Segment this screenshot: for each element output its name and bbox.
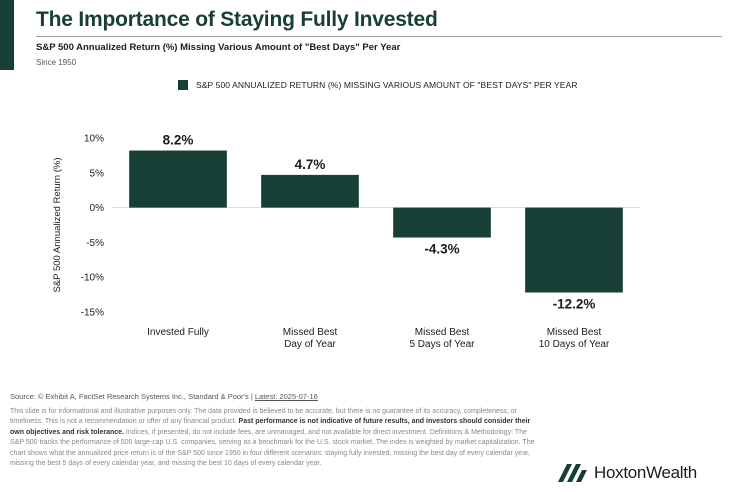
x-tick-label: Missed Best	[283, 327, 338, 338]
x-tick-label: Invested Fully	[147, 327, 209, 338]
accent-bar	[0, 0, 14, 70]
x-tick-label: 10 Days of Year	[539, 339, 610, 350]
disclaimer-bold: Past performance is not indicative of fu…	[10, 418, 531, 436]
x-tick-label: Missed Best	[415, 327, 470, 338]
disclaimer-text-1: This slide is for informational and illu…	[10, 407, 517, 426]
x-tick-label: Day of Year	[284, 339, 336, 350]
brand-name: HoxtonWealth	[594, 463, 697, 482]
y-tick-label: -10%	[81, 273, 104, 284]
chart-subtitle: S&P 500 Annualized Return (%) Missing Va…	[36, 42, 401, 53]
since-label: Since 1950	[36, 58, 77, 67]
source-line: Source: © Exhibit A, FactSet Research Sy…	[10, 392, 535, 403]
legend-label: S&P 500 ANNUALIZED RETURN (%) MISSING VA…	[196, 80, 578, 90]
chart-legend: S&P 500 ANNUALIZED RETURN (%) MISSING VA…	[178, 80, 578, 90]
footer: Source: © Exhibit A, FactSet Research Sy…	[10, 392, 535, 470]
y-tick-label: 10%	[84, 134, 104, 145]
bar-value-label: -12.2%	[553, 297, 596, 312]
y-tick-label: -15%	[81, 308, 104, 319]
legend-swatch	[178, 80, 188, 90]
bar	[129, 150, 227, 208]
brand: HoxtonWealth	[556, 462, 697, 484]
bar-value-label: 4.7%	[295, 157, 326, 172]
y-tick-label: -5%	[86, 238, 104, 249]
bar-chart: S&P 500 Annualized Return (%) 10% 5% 0% -5% -…	[52, 133, 640, 350]
header: The Importance of Staying Fully Invested…	[0, 0, 735, 70]
bar	[261, 174, 359, 208]
title-divider	[36, 36, 722, 37]
bar-value-label: 8.2%	[163, 133, 194, 148]
x-tick-label: 5 Days of Year	[409, 339, 475, 350]
y-axis-label: S&P 500 Annualized Return (%)	[52, 157, 63, 292]
disclaimer-text-2: Indices, if presented, do not include fe…	[10, 428, 535, 468]
bar	[393, 207, 491, 238]
y-tick-label: 0%	[90, 203, 105, 214]
bar	[525, 207, 623, 293]
bar-value-label: -4.3%	[424, 242, 459, 257]
latest-date: Latest: 2025-07-16	[254, 392, 318, 401]
x-tick-label: Missed Best	[547, 327, 602, 338]
source-text: Source: © Exhibit A, FactSet Research Sy…	[10, 392, 255, 401]
y-tick-label: 5%	[90, 168, 105, 179]
hoxton-logo-icon	[558, 464, 587, 482]
page-title: The Importance of Staying Fully Invested	[36, 8, 438, 31]
disclaimer: This slide is for informational and illu…	[10, 407, 535, 470]
